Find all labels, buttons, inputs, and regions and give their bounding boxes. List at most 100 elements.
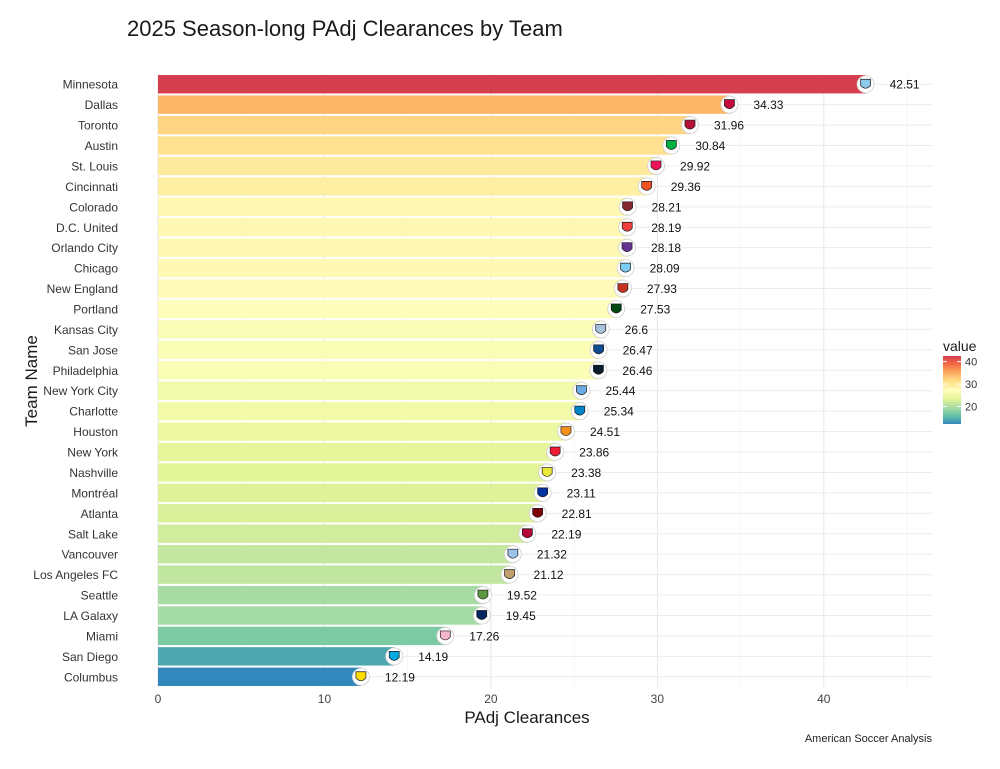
bar — [158, 115, 690, 135]
team-logo-icon — [589, 340, 608, 359]
team-logo-icon — [385, 647, 404, 666]
bar — [158, 75, 866, 94]
value-label: 29.92 — [680, 159, 710, 173]
team-logos — [352, 75, 875, 686]
y-tick-label: Miami — [86, 629, 118, 643]
value-label: 23.86 — [579, 446, 609, 460]
y-tick-label: Montréal — [71, 486, 118, 500]
x-tick-labels: 0 10 20 30 40 — [155, 692, 831, 706]
value-label: 19.52 — [507, 589, 537, 603]
team-logo-icon — [637, 177, 656, 196]
x-tick-label: 30 — [651, 692, 665, 706]
value-label: 30.84 — [695, 139, 725, 153]
y-tick-label: New York City — [43, 384, 118, 398]
bar — [158, 667, 361, 686]
bar — [158, 238, 628, 257]
value-label: 28.18 — [651, 241, 681, 255]
value-label: 22.19 — [551, 527, 581, 541]
y-axis-label: Team Name — [22, 335, 41, 427]
value-label: 12.19 — [385, 670, 415, 684]
bar — [158, 218, 628, 237]
y-tick-label: Atlanta — [81, 507, 119, 521]
bar — [158, 320, 601, 339]
value-label: 34.33 — [753, 98, 783, 112]
value-label: 14.19 — [418, 650, 448, 664]
value-label: 42.51 — [890, 78, 920, 92]
bar — [158, 565, 510, 584]
value-label: 29.36 — [671, 180, 701, 194]
value-label: 25.34 — [604, 405, 634, 419]
bar — [158, 258, 626, 278]
bar — [158, 647, 395, 666]
x-tick-label: 0 — [155, 692, 162, 706]
value-labels: 42.51 34.33 31.96 30.84 29.92 29.36 28.21 28.19… — [385, 78, 920, 685]
y-tick-label: Dallas — [85, 98, 118, 112]
color-legend: value 40 30 20 — [943, 338, 977, 424]
bar — [158, 422, 566, 441]
bar — [158, 299, 617, 319]
legend-tick-label: 20 — [965, 401, 977, 413]
bar — [158, 340, 599, 360]
bar — [158, 279, 623, 298]
bar — [158, 626, 446, 646]
legend-tick-label: 40 — [965, 357, 977, 369]
chart-title: 2025 Season-long PAdj Clearances by Team — [127, 16, 563, 41]
value-label: 28.19 — [651, 221, 681, 235]
team-logo-icon — [500, 565, 519, 584]
y-tick-label: D.C. United — [56, 221, 118, 235]
y-tick-label: Orlando City — [51, 241, 118, 255]
bar — [158, 361, 599, 380]
value-label: 21.12 — [534, 568, 564, 582]
value-label: 22.81 — [562, 507, 592, 521]
y-tick-label: Charlotte — [69, 405, 118, 419]
team-logo-icon — [618, 197, 637, 216]
y-tick-label: Chicago — [74, 262, 118, 276]
bars — [158, 75, 866, 686]
y-tick-label: New York — [67, 446, 119, 460]
team-logo-icon — [546, 443, 565, 461]
team-logo-icon — [472, 606, 491, 625]
value-label: 23.11 — [567, 486, 596, 500]
y-tick-label: Columbus — [64, 670, 118, 684]
bar — [158, 504, 538, 523]
bar — [158, 442, 556, 462]
y-tick-label: Salt Lake — [68, 527, 118, 541]
y-tick-label: Nashville — [69, 466, 118, 480]
y-tick-label: Philadelphia — [53, 364, 119, 378]
team-logo-icon — [589, 361, 608, 380]
y-tick-label: Seattle — [81, 589, 119, 603]
y-tick-label: Toronto — [78, 119, 118, 133]
value-label: 27.53 — [640, 302, 670, 316]
legend-tick-label: 30 — [965, 379, 977, 391]
y-tick-label: Houston — [73, 425, 118, 439]
value-label: 28.21 — [652, 200, 682, 214]
team-logo-icon — [607, 300, 626, 318]
y-tick-label: Austin — [85, 139, 118, 153]
team-logo-icon — [613, 279, 632, 298]
y-tick-label: San Jose — [68, 343, 118, 357]
bar — [158, 544, 513, 564]
team-logo-icon — [557, 422, 575, 441]
x-tick-label: 10 — [318, 692, 332, 706]
value-label: 17.26 — [469, 629, 499, 643]
y-tick-label: Cincinnati — [65, 180, 118, 194]
x-tick-label: 40 — [817, 692, 831, 706]
legend-colorbar — [943, 356, 961, 424]
team-logo-icon — [572, 381, 591, 400]
x-tick-label: 20 — [484, 692, 498, 706]
team-logo-icon — [570, 402, 589, 421]
value-label: 31.96 — [714, 119, 744, 133]
value-label: 21.32 — [537, 548, 567, 562]
y-tick-label: Vancouver — [62, 548, 118, 562]
bar — [158, 197, 628, 217]
bar — [158, 585, 483, 605]
y-tick-label: Kansas City — [54, 323, 118, 337]
team-logo-icon — [618, 238, 636, 257]
team-logo-icon — [436, 627, 455, 645]
value-label: 24.51 — [590, 425, 620, 439]
x-axis-label: PAdj Clearances — [464, 708, 589, 727]
value-label: 27.93 — [647, 282, 677, 296]
team-logo-icon — [533, 483, 552, 502]
y-tick-label: Portland — [73, 302, 118, 316]
